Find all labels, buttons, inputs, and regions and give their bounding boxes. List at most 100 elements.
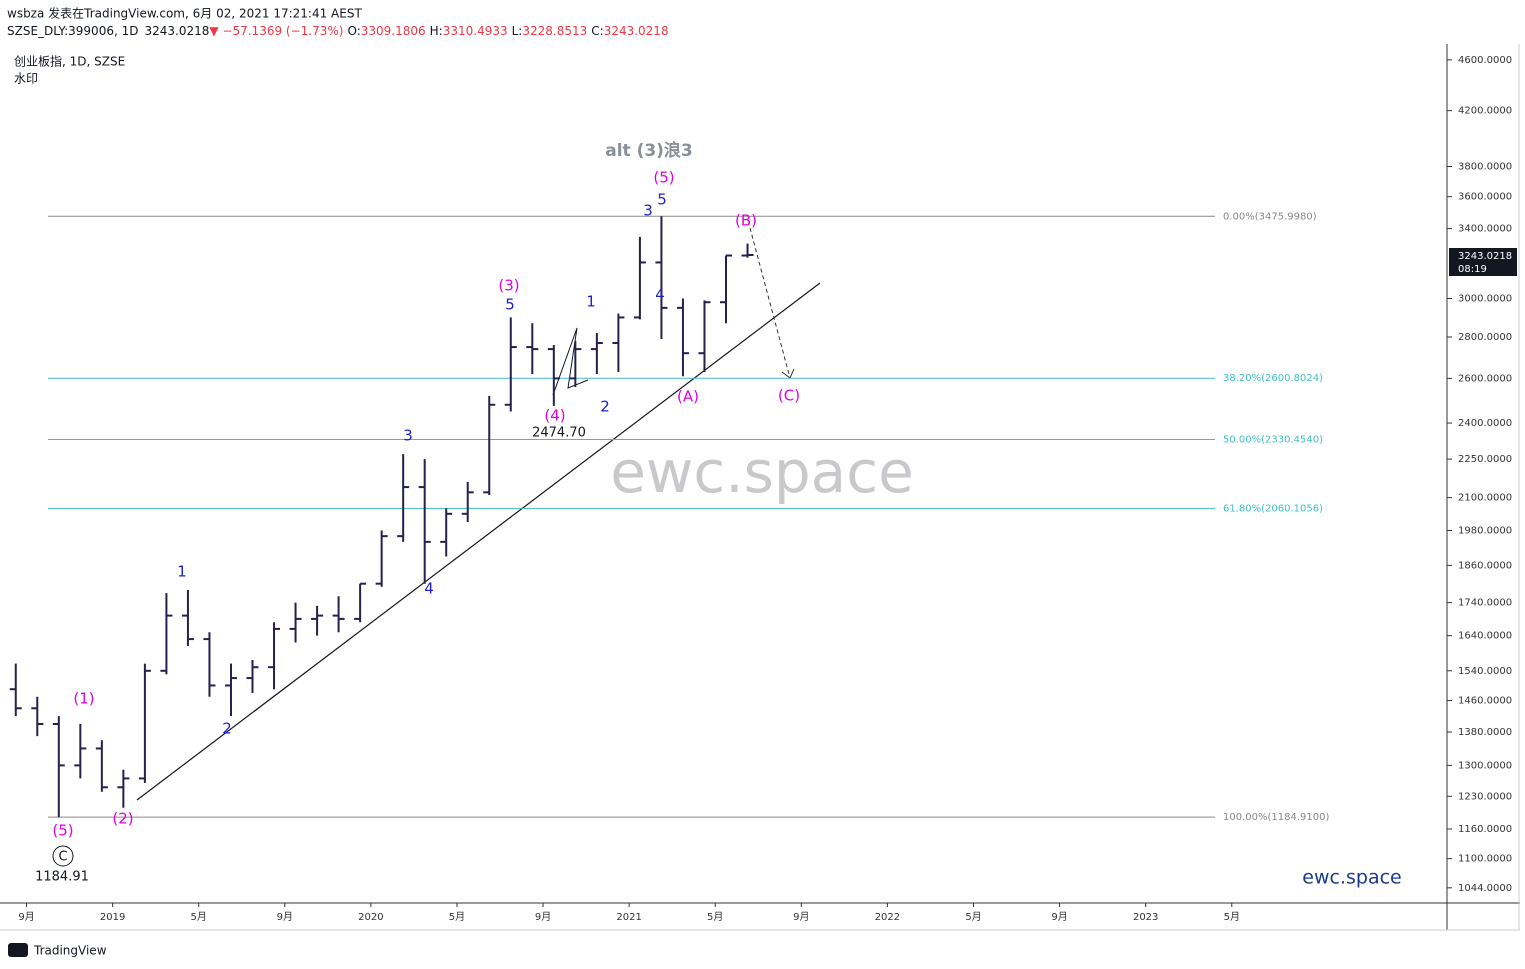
ohlc-key: L:: [512, 24, 523, 38]
wave-label: 2: [222, 720, 232, 738]
wave-label: 3: [403, 427, 413, 445]
wave-label: (1): [73, 690, 94, 708]
fib-label: 61.80%(2060.1056): [1223, 503, 1323, 514]
x-tick-label: 2020: [358, 912, 383, 923]
ohlc-bar: [95, 740, 108, 792]
ohlc-value: 3228.8513: [522, 24, 587, 38]
ohlc-key: H:: [430, 24, 443, 38]
brand: ewc.space: [1302, 867, 1401, 889]
triangle-lines: [552, 327, 589, 396]
ohlc-bar: [52, 716, 65, 818]
publisher: wsbza 发表在TradingView.com, 6月 02, 2021 17…: [7, 6, 362, 21]
wave-label: (4): [544, 407, 565, 425]
x-tick-label: 5月: [965, 911, 981, 923]
y-tick-label: 1100.0000: [1458, 854, 1512, 865]
footer-logo: TradingView: [33, 944, 107, 958]
ohlc-value: 3243.0218: [604, 24, 669, 38]
ohlc-bar: [375, 530, 388, 587]
ohlc-bar: [397, 454, 410, 542]
y-tick-label: 3000.0000: [1458, 293, 1512, 304]
projection-arrow: [749, 227, 791, 379]
x-tick-label: 2019: [100, 912, 125, 923]
y-tick-label: 1860.0000: [1458, 560, 1512, 571]
wave-label: alt (3)浪3: [605, 140, 693, 161]
x-tick-label: 9月: [1051, 911, 1067, 923]
fib-label: 100.00%(1184.9100): [1223, 812, 1329, 823]
watermark: ewc.space: [610, 438, 914, 506]
wave-label: 2: [600, 398, 610, 416]
price-marker-countdown: 08:19: [1458, 264, 1487, 275]
ohlc-bar: [268, 622, 281, 690]
x-tick-label: 5月: [1224, 911, 1240, 923]
y-tick-label: 1540.0000: [1458, 666, 1512, 677]
ohlc-bar: [224, 663, 237, 717]
wave-label: 4: [655, 286, 665, 304]
ohlc-value: 3310.4933: [443, 24, 508, 38]
ohlc-bar: [526, 323, 539, 375]
wave-label: (2): [112, 810, 133, 828]
last-price: 3243.0218: [144, 24, 209, 38]
ohlc-bar: [461, 481, 474, 523]
ohlc-key: C:: [591, 24, 603, 38]
wave-label: (5): [52, 822, 73, 840]
trend-line: [136, 282, 821, 801]
x-tick-label: 5月: [707, 911, 723, 923]
wave-label: 2474.70: [532, 426, 586, 441]
ohlc-bar: [160, 593, 173, 675]
x-tick-label: 2021: [616, 912, 641, 923]
price-marker: [1449, 248, 1517, 276]
ohlc-bar: [9, 663, 22, 717]
y-tick-label: 2600.0000: [1458, 373, 1512, 384]
wave-label: 1184.91: [35, 870, 89, 885]
ohlc-bar: [31, 696, 44, 737]
x-tick-label: 2023: [1133, 912, 1158, 923]
x-tick-label: 9月: [18, 911, 34, 923]
y-tick-label: 2100.0000: [1458, 493, 1512, 504]
wave-label: (5): [653, 169, 674, 187]
tv-logo: [8, 943, 28, 957]
ohlc-bar: [612, 313, 625, 372]
y-tick-label: 1460.0000: [1458, 696, 1512, 707]
x-tick-label: 9月: [277, 911, 293, 923]
ohlc-bar: [655, 216, 668, 340]
ohlc-bar: [698, 300, 711, 372]
circle-marker: [52, 845, 74, 867]
ohlc-bar: [354, 582, 367, 623]
wave-label: (B): [735, 212, 757, 230]
wave-label: (A): [677, 388, 699, 406]
y-tick-label: 3400.0000: [1458, 224, 1512, 235]
wave-label: 5: [505, 296, 515, 314]
ohlc-bar: [117, 769, 130, 808]
ohlc-bar: [311, 605, 324, 636]
ohlc-bar: [181, 589, 194, 646]
ohlc-bar: [483, 395, 496, 495]
price-marker-value: 3243.0218: [1458, 251, 1512, 262]
x-tick-label: 9月: [535, 911, 551, 923]
ohlc-bar: [138, 663, 151, 783]
y-tick-label: 1300.0000: [1458, 760, 1512, 771]
y-tick-label: 1230.0000: [1458, 791, 1512, 802]
change: ▼ −57.1369 (−1.73%): [209, 24, 343, 38]
wave-label: 3: [643, 202, 653, 220]
y-tick-label: 1044.0000: [1458, 883, 1512, 894]
ohlc-bar: [246, 660, 259, 693]
chart-title: 创业板指, 1D, SZSE: [14, 54, 125, 69]
ohlc-bar: [720, 254, 732, 324]
ohlc-bar: [676, 298, 689, 377]
ohlc-bar: [440, 508, 453, 557]
y-tick-label: 2250.0000: [1458, 454, 1512, 465]
fib-label: 50.00%(2330.4540): [1223, 434, 1323, 445]
wave-label: 5: [657, 191, 667, 209]
y-tick-label: 2800.0000: [1458, 332, 1512, 343]
fib-label: 0.00%(3475.9980): [1223, 211, 1317, 222]
y-tick-label: 3600.0000: [1458, 192, 1512, 203]
x-tick-label: 2022: [875, 912, 900, 923]
y-tick-label: 1740.0000: [1458, 598, 1512, 609]
x-tick-label: 5月: [449, 911, 465, 923]
ohlc-bar: [741, 243, 754, 258]
symbol-info: SZSE_DLY:399006, 1D 3243.0218▼ −57.1369 (…: [7, 24, 669, 38]
chart-subtitle: 水印: [14, 72, 38, 86]
